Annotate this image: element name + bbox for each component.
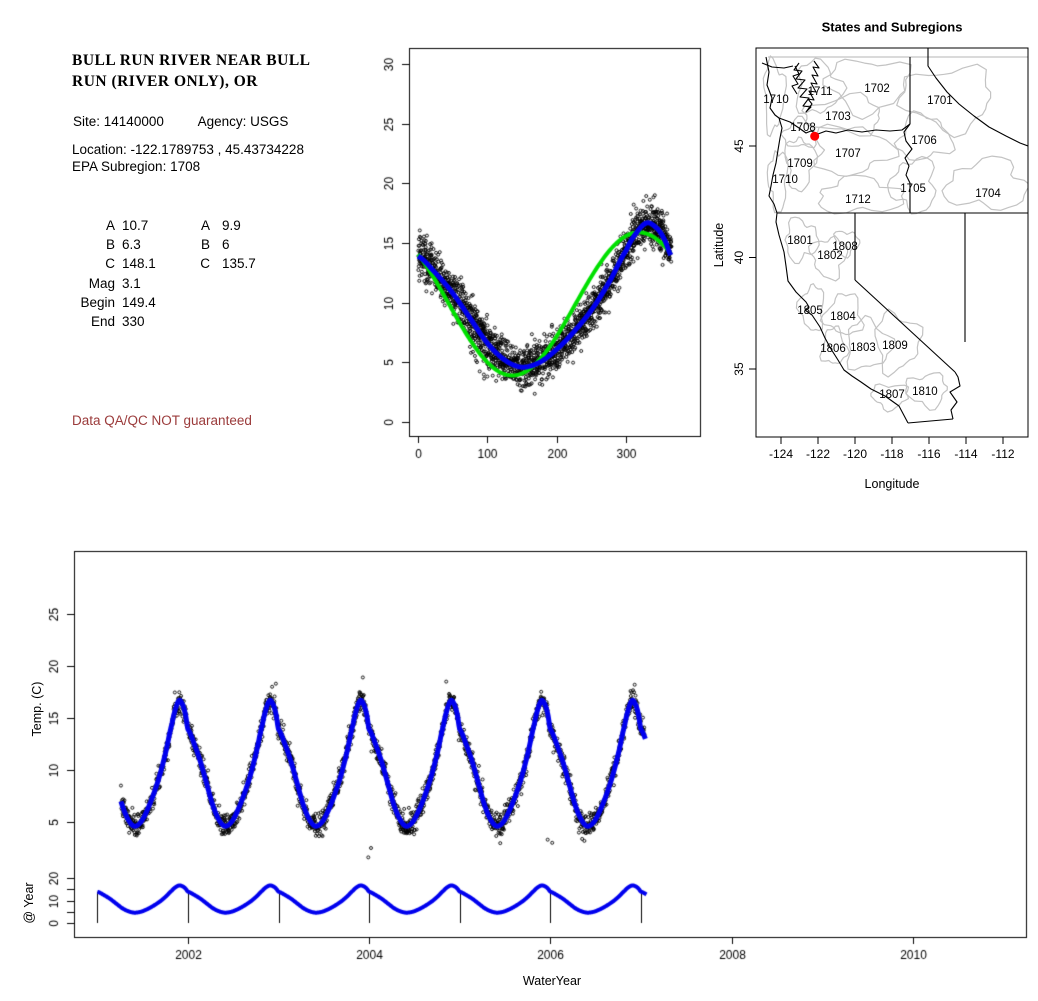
agency-value: USGS (250, 114, 289, 129)
svg-text:-112: -112 (991, 447, 1014, 461)
map-geography: 1711 1702 1701 1710 1703 1708 1706 1707 1709 1710… (761, 48, 1028, 424)
subregion-label-1710: 1710 (763, 94, 789, 106)
fit-parameter-table-1: A 10.7 B 6.3 C 148.1 Mag 3.1 Begin 149.4 End 3… (63, 218, 156, 333)
wateryear-axis-label: WaterYear (522, 974, 582, 988)
subregion-label-1809: 1809 (882, 340, 908, 352)
param-row: Begin 149.4 (80, 294, 156, 310)
svg-text:40: 40 (732, 251, 746, 265)
year-strip-axis-label: @ Year (22, 882, 36, 924)
param-row: A 10.7 (105, 218, 149, 233)
subregion-label-1707: 1707 (835, 148, 861, 160)
subregion-label-1708: 1708 (790, 122, 816, 134)
subregion-label-1703: 1703 (825, 111, 851, 123)
subregion-label-1804: 1804 (830, 311, 856, 323)
station-info: BULL RUN RIVER NEAR BULL RUN (RIVER ONLY… (72, 50, 311, 92)
subregion-label-1802: 1802 (817, 250, 843, 262)
subregion-label-1701: 1701 (927, 95, 953, 107)
station-title-line1: BULL RUN RIVER NEAR BULL (72, 52, 311, 69)
location-line: Location: -122.1789753 , 45.43734228 (72, 142, 304, 157)
site-location-dot (810, 131, 820, 141)
param-row: End 330 (90, 313, 145, 329)
latitude-axis-label-wrap: Latitude (712, 223, 763, 267)
agency-label: Agency: (197, 114, 247, 129)
longitude-axis-label: Longitude (864, 477, 920, 491)
station-title-line2: RUN (RIVER ONLY), OR (72, 73, 258, 90)
subregion-label-1710: 1710 (772, 174, 798, 186)
map-title: States and Subregions (821, 19, 963, 35)
subregion-label-1810: 1810 (912, 386, 938, 398)
latitude-axis-label: Latitude (712, 222, 726, 268)
subregion-label-1712: 1712 (845, 194, 871, 206)
svg-text:45: 45 (732, 139, 746, 153)
svg-text:-120: -120 (843, 447, 867, 461)
svg-text:-116: -116 (917, 447, 940, 461)
site-label: Site: (73, 114, 101, 129)
map-svg: 1711 1702 1701 1710 1703 1708 1706 1707 1709 1710… (732, 47, 1029, 461)
svg-text:-118: -118 (880, 447, 903, 461)
subregion-label-1807: 1807 (879, 389, 905, 401)
site-value: 14140000 (103, 114, 164, 129)
timeseries-canvas (0, 530, 1038, 1001)
svg-text:-122: -122 (806, 447, 830, 461)
subregion-label-1702: 1702 (864, 83, 890, 95)
param-row: B 6.3 (105, 237, 141, 253)
svg-text:-114: -114 (954, 447, 977, 461)
subregion-label-1808: 1808 (832, 241, 858, 253)
param-row: Mag 3.1 (88, 275, 141, 291)
site-agency-line: Site: 14140000 Agency: USGS (73, 114, 288, 129)
subregion-label-1704: 1704 (975, 188, 1001, 200)
year-strip-axis-label-wrap: @ Year (22, 882, 70, 923)
subregion-label-1705: 1705 (900, 183, 926, 195)
temp-axis-label: Temp. (C) (30, 681, 44, 737)
subregion-label-1706: 1706 (911, 135, 937, 147)
subregion-label-1806: 1806 (820, 343, 846, 355)
qa-qc-notice: Data QA/QC NOT guaranteed (72, 413, 252, 428)
param-row: C 135.7 (200, 256, 256, 272)
svg-text:35: 35 (732, 362, 746, 376)
subregion-label-1805: 1805 (797, 305, 823, 317)
epa-subregion-line: EPA Subregion: 1708 (72, 159, 201, 174)
temp-axis-label-wrap: Temp. (C) (30, 682, 92, 737)
svg-text:-124: -124 (769, 447, 793, 461)
param-row: C 148.1 (105, 256, 156, 272)
subregion-label-1711: 1711 (808, 86, 833, 98)
subregion-label-1803: 1803 (850, 342, 876, 354)
seasonal-plot-canvas (380, 30, 715, 480)
param-row: A 9.9 (200, 218, 241, 233)
subregion-label-1709: 1709 (787, 158, 813, 170)
subregion-label-1801: 1801 (787, 235, 813, 247)
